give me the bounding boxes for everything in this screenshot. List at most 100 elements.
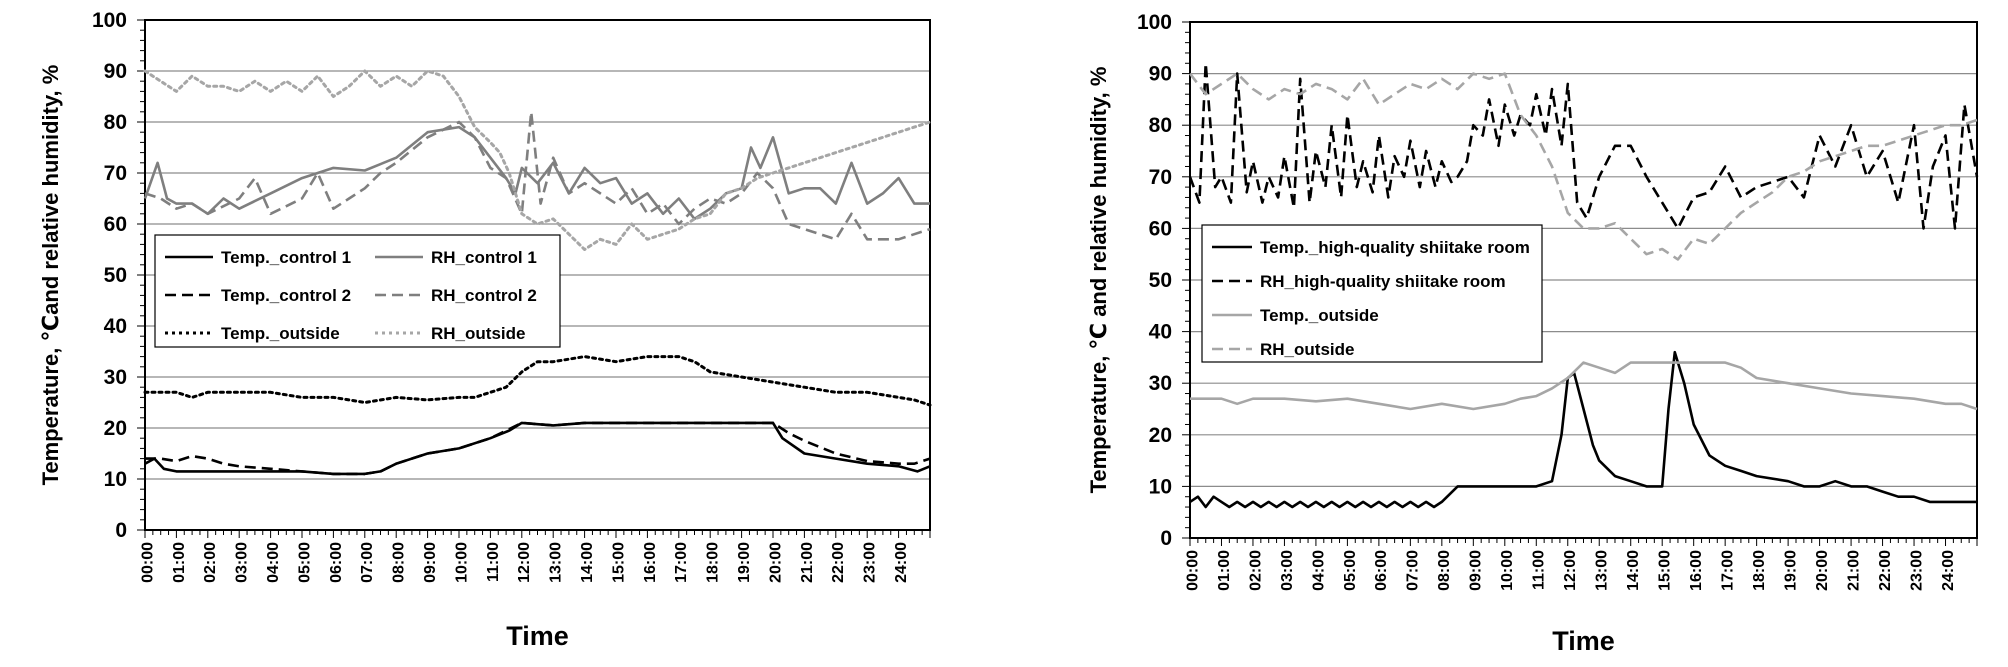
x-tick-label: 15:00	[610, 542, 627, 583]
x-tick-label: 00:00	[1184, 550, 1201, 591]
chart-panel-2: 0 10 20 30 40 50 60 70 80 90 100 00:00 01:00 02:00 03:…	[1086, 11, 1979, 656]
x-tick-label: 05:00	[1342, 550, 1359, 591]
x-tick-label: 08:00	[1436, 550, 1453, 591]
x-tick-label: 11:00	[485, 542, 502, 582]
x-tick-label: 07:00	[1405, 550, 1422, 591]
series-line-3	[145, 421, 931, 476]
x-tick-label: 16:00	[642, 542, 659, 583]
legend-box	[1201, 224, 1543, 363]
x-tick-label: 06:00	[1373, 550, 1390, 591]
series-line-4	[1188, 72, 1978, 261]
x-axis-title: Time	[1552, 626, 1615, 656]
x-tick-label: 21:00	[799, 542, 816, 583]
x-tick-label: 24:00	[1940, 550, 1957, 591]
y-tick-label: 80	[104, 111, 127, 134]
y-tick-label: 40	[104, 315, 127, 338]
legend-label: RH_control 1	[431, 248, 537, 267]
x-tick-label: 02:00	[202, 542, 219, 583]
series-line-1	[1189, 350, 1977, 509]
legend-label: Temp._control 1	[221, 248, 351, 267]
chart-panel-1: 0 10 20 30 40 50 60 70 80 90 100 00:00 01:00 02:00 03:…	[38, 9, 932, 651]
y-tick-label: 30	[104, 366, 127, 389]
x-tick-label: 12:00	[516, 542, 533, 583]
x-tick-label: 13:00	[548, 542, 565, 583]
x-tick-label: 15:00	[1657, 550, 1674, 591]
series-line-2	[143, 125, 930, 221]
x-tick-label: 04:00	[1310, 550, 1327, 591]
series-line-2	[1188, 61, 1979, 230]
series-line-6	[143, 69, 932, 251]
y-tick-label: 60	[104, 213, 127, 236]
x-tick-label: 09:00	[1468, 550, 1485, 591]
x-tick-label: 19:00	[736, 542, 753, 583]
y-tick-label: 20	[104, 417, 127, 440]
y-tick-label: 80	[1149, 114, 1172, 137]
x-tick-label: 18:00	[705, 542, 722, 583]
series-line-4	[144, 110, 931, 241]
x-tick-label: 14:00	[1625, 550, 1642, 591]
legend-label: Temp._high-quality shiitake room	[1260, 238, 1530, 257]
x-tick-label: 02:00	[1247, 550, 1264, 591]
x-tick-label: 12:00	[1562, 550, 1579, 591]
series-line-3	[1190, 361, 1978, 411]
legend-box	[154, 234, 561, 348]
y-tick-label: 100	[92, 9, 127, 32]
x-tick-label: 18:00	[1751, 550, 1768, 591]
y-tick-label: 10	[1149, 475, 1172, 498]
y-tick-label: 10	[104, 468, 127, 491]
x-tick-label: 11:00	[1531, 550, 1548, 590]
x-tick-label: 00:00	[139, 542, 156, 583]
x-tick-label: 13:00	[1594, 550, 1611, 591]
legend-label: RH_outside	[431, 324, 525, 343]
x-tick-label: 01:00	[171, 542, 188, 583]
x-tick-label: 10:00	[1499, 550, 1516, 591]
x-tick-label: 23:00	[1908, 550, 1925, 591]
x-tick-label: 17:00	[1720, 550, 1737, 591]
y-tick-label: 70	[104, 162, 127, 185]
x-tick-label: 03:00	[1279, 550, 1296, 591]
x-tick-label: 03:00	[234, 542, 251, 583]
x-axis-title: Time	[506, 621, 569, 651]
y-tick-label: 90	[1149, 63, 1172, 86]
x-tick-label: 24:00	[893, 542, 910, 583]
y-tick-label: 20	[1149, 424, 1172, 447]
y-tick-label: 50	[1149, 269, 1172, 292]
series-line-5	[143, 355, 932, 407]
y-tick-label: 100	[1137, 11, 1172, 34]
y-tick-label: 50	[104, 264, 127, 287]
x-tick-label: 06:00	[328, 542, 345, 583]
y-tick-label: 90	[104, 60, 127, 83]
legend-label: RH_outside	[1260, 340, 1354, 359]
x-tick-label: 23:00	[862, 542, 879, 583]
x-tick-label: 01:00	[1216, 550, 1233, 591]
legend-label: RH_high-quality shiitake room	[1260, 272, 1506, 291]
x-tick-label: 16:00	[1688, 550, 1705, 591]
series-line-1	[144, 421, 931, 476]
y-tick-label: 40	[1149, 321, 1172, 344]
x-tick-label: 10:00	[453, 542, 470, 583]
y-axis-title: Temperature, ℃ and relative humidity, %	[1086, 67, 1111, 494]
x-tick-label: 17:00	[673, 542, 690, 583]
x-tick-label: 19:00	[1782, 550, 1799, 591]
legend-label: Temp._control 2	[221, 286, 351, 305]
y-tick-label: 70	[1149, 166, 1172, 189]
x-tick-label: 22:00	[1877, 550, 1894, 591]
x-tick-label: 07:00	[359, 542, 376, 583]
x-tick-label: 20:00	[1814, 550, 1831, 591]
y-axis-title: Temperature, ℃and relative humidity, %	[38, 65, 63, 486]
x-tick-label: 09:00	[422, 542, 439, 583]
legend-label: RH_control 2	[431, 286, 537, 305]
x-tick-label: 04:00	[265, 542, 282, 583]
y-tick-label: 60	[1149, 217, 1172, 240]
x-tick-label: 05:00	[296, 542, 313, 583]
x-tick-label: 08:00	[391, 542, 408, 583]
y-tick-label: 0	[1160, 527, 1172, 550]
y-tick-label: 30	[1149, 372, 1172, 395]
x-tick-label: 22:00	[830, 542, 847, 583]
legend-label: Temp._outside	[221, 324, 340, 343]
legend-label: Temp._outside	[1260, 306, 1379, 325]
x-tick-label: 21:00	[1845, 550, 1862, 591]
y-tick-label: 0	[115, 519, 127, 542]
